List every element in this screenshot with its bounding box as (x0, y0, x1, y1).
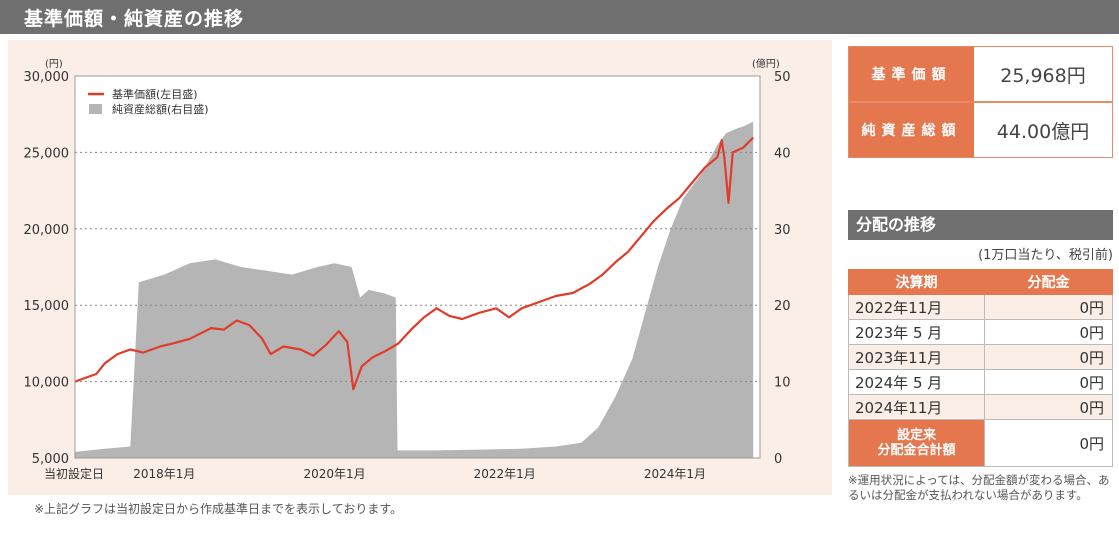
right-unit-label: (億円) (752, 57, 780, 70)
period-column-header: 決算期 (848, 269, 985, 295)
amount-cell: 0円 (984, 344, 1113, 370)
x-tick-label: 2020年1月 (303, 467, 365, 481)
distribution-table: 決算期 分配金 2022年11月 0円 2023年 5 月 0円 2023年11… (848, 269, 1113, 467)
legend-area-swatch (89, 104, 102, 114)
amount-cell: 0円 (984, 319, 1113, 345)
section-header: 基準価額・純資産の推移 (0, 0, 1119, 34)
net-assets-label: 純資産総額 (849, 103, 974, 157)
x-tick-label: 当初設定日 (44, 466, 104, 481)
left-tick-label: 15,000 (24, 299, 70, 314)
net-assets-box: 純資産総額 44.00億円 (848, 102, 1113, 158)
x-tick-label: 2022年1月 (474, 467, 536, 481)
right-tick-label: 10 (774, 376, 791, 391)
right-tick-label: 0 (774, 452, 782, 467)
table-row: 2024年 5 月 0円 (848, 369, 1113, 395)
table-row: 2022年11月 0円 (848, 294, 1113, 320)
total-amount: 0円 (984, 419, 1113, 467)
nav-line (74, 136, 754, 391)
legend-label: 基準価額(左目盛) (112, 87, 198, 101)
distribution-subtitle: (1万口当たり、税引前) (978, 248, 1113, 263)
left-unit-label: (円) (45, 59, 63, 70)
period-cell: 2022年11月 (848, 294, 985, 320)
plot-border (74, 75, 761, 459)
right-tick-label: 50 (774, 70, 791, 85)
period-cell: 2024年11月 (848, 394, 985, 420)
nav-chart: 5,000 10,000 15,000 20,000 25,000 30,000 0 10 20… (24, 57, 791, 481)
total-row: 設定来 分配金合計額 0円 (848, 419, 1113, 467)
table-row: 2023年 5 月 0円 (848, 319, 1113, 345)
period-cell: 2024年 5 月 (848, 369, 985, 395)
amount-cell: 0円 (984, 369, 1113, 395)
left-tick-label: 25,000 (24, 146, 70, 161)
amount-column-header: 分配金 (984, 269, 1113, 295)
x-tick-label: 2018年1月 (133, 467, 195, 481)
net-assets-area (75, 121, 754, 459)
total-label-line-2: 分配金合計額 (877, 443, 956, 458)
left-tick-label: 5,000 (32, 452, 69, 467)
net-assets-value: 44.00億円 (996, 120, 1090, 143)
nav-value: 25,968円 (1000, 64, 1086, 87)
left-tick-label: 30,000 (24, 70, 70, 85)
distribution-note: ※運用状況によっては、分配金額が変わる場合、あるいは分配金が支払われない場合があ… (848, 473, 1110, 502)
nav-box: 基準価額 25,968円 (848, 46, 1113, 102)
total-label-line-1: 設定来 (896, 428, 936, 443)
right-tick-label: 30 (774, 223, 791, 238)
left-tick-label: 20,000 (24, 223, 70, 238)
right-tick-label: 40 (774, 146, 791, 161)
period-cell: 2023年 5 月 (848, 319, 985, 345)
chart-footnote: ※上記グラフは当初設定日から作成基準日までを表示しております。 (34, 502, 403, 516)
table-row: 2024年11月 0円 (848, 394, 1113, 420)
x-tick-label: 2024年1月 (644, 467, 706, 481)
table-row: 2023年11月 0円 (848, 344, 1113, 370)
distribution-header-row: 決算期 分配金 (848, 269, 1113, 295)
section-title: 基準価額・純資産の推移 (24, 8, 245, 30)
nav-label: 基準価額 (849, 47, 974, 101)
amount-cell: 0円 (984, 294, 1113, 320)
total-label: 設定来 分配金合計額 (848, 419, 985, 467)
period-cell: 2023年11月 (848, 344, 985, 370)
right-tick-label: 20 (774, 299, 791, 314)
legend-label: 純資産総額(右目盛) (112, 102, 209, 116)
distribution-title: 分配の推移 (848, 210, 1113, 240)
left-tick-label: 10,000 (24, 376, 70, 391)
amount-cell: 0円 (984, 394, 1113, 420)
